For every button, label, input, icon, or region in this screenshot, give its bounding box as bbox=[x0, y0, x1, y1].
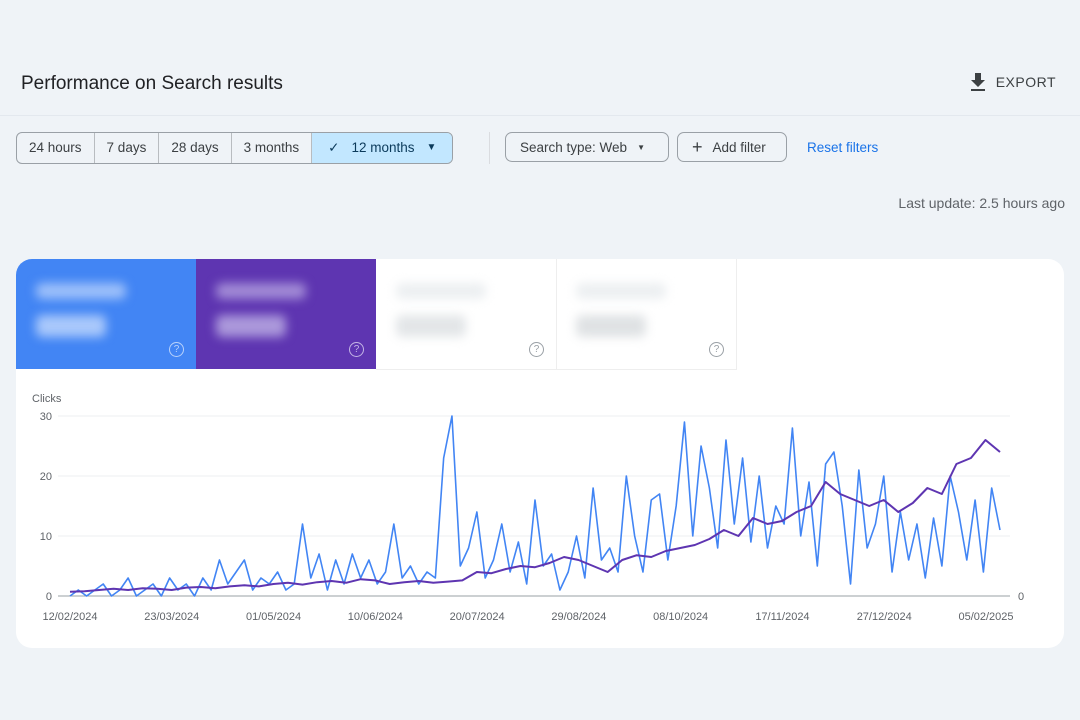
add-filter-button[interactable]: + Add filter bbox=[677, 132, 787, 162]
y-tick-label: 0 bbox=[46, 591, 52, 603]
help-icon[interactable]: ? bbox=[529, 342, 544, 357]
check-icon: ✓ bbox=[328, 140, 340, 155]
range-label: 12 months bbox=[351, 140, 415, 155]
x-tick-label: 10/06/2024 bbox=[348, 611, 403, 623]
x-tick-label: 29/08/2024 bbox=[551, 611, 606, 623]
help-icon[interactable]: ? bbox=[349, 342, 364, 357]
download-icon bbox=[970, 73, 985, 91]
x-tick-label: 01/05/2024 bbox=[246, 611, 301, 623]
metric-tile-impressions[interactable]: ? bbox=[196, 259, 376, 369]
reset-filters-link[interactable]: Reset filters bbox=[807, 140, 879, 155]
help-icon[interactable]: ? bbox=[709, 342, 724, 357]
metric-tile-clicks[interactable]: ? bbox=[16, 259, 196, 369]
y-axis-label: Clicks bbox=[32, 393, 62, 405]
performance-card: ? ? ? ? Clicks bbox=[16, 259, 1064, 648]
x-tick-label: 23/03/2024 bbox=[144, 611, 199, 623]
range-7-days[interactable]: 7 days bbox=[95, 133, 160, 163]
x-tick-label: 12/02/2024 bbox=[42, 611, 97, 623]
last-update: Last update: 2.5 hours ago bbox=[898, 195, 1065, 211]
metric-tile-position[interactable]: ? bbox=[556, 259, 737, 370]
range-12-months[interactable]: ✓ 12 months ▼ bbox=[312, 133, 453, 163]
search-type-dropdown[interactable]: Search type: Web ▼ bbox=[505, 132, 669, 162]
x-tick-label: 27/12/2024 bbox=[857, 611, 912, 623]
dropdown-arrow-icon: ▼ bbox=[637, 142, 645, 152]
x-tick-label: 17/11/2024 bbox=[755, 611, 809, 623]
add-filter-label: Add filter bbox=[712, 139, 766, 155]
y-tick-label: 10 bbox=[40, 531, 52, 543]
range-3-months[interactable]: 3 months bbox=[232, 133, 313, 163]
divider bbox=[489, 132, 490, 164]
y-tick-label: 20 bbox=[40, 471, 52, 483]
range-28-days[interactable]: 28 days bbox=[159, 133, 232, 163]
clicks-line bbox=[69, 415, 1001, 597]
date-range-selector: 24 hours 7 days 28 days 3 months ✓ 12 mo… bbox=[16, 132, 454, 164]
y2-tick-label: 0 bbox=[1018, 591, 1024, 603]
x-tick-label: 20/07/2024 bbox=[450, 611, 505, 623]
page-title: Performance on Search results bbox=[21, 73, 283, 94]
x-tick-label: 08/10/2024 bbox=[653, 611, 708, 623]
search-type-label: Search type: Web bbox=[520, 139, 628, 155]
metric-tile-ctr[interactable]: ? bbox=[376, 259, 557, 370]
x-tick-label: 05/02/2025 bbox=[958, 611, 1013, 623]
plus-icon: + bbox=[692, 136, 703, 157]
range-24-hours[interactable]: 24 hours bbox=[17, 133, 95, 163]
dropdown-arrow-icon: ▼ bbox=[426, 142, 437, 153]
help-icon[interactable]: ? bbox=[169, 342, 184, 357]
y-tick-label: 30 bbox=[40, 411, 52, 423]
export-label: EXPORT bbox=[995, 74, 1056, 90]
divider bbox=[0, 115, 1080, 116]
export-button[interactable]: EXPORT bbox=[970, 73, 1056, 91]
impressions-line bbox=[69, 439, 1001, 593]
